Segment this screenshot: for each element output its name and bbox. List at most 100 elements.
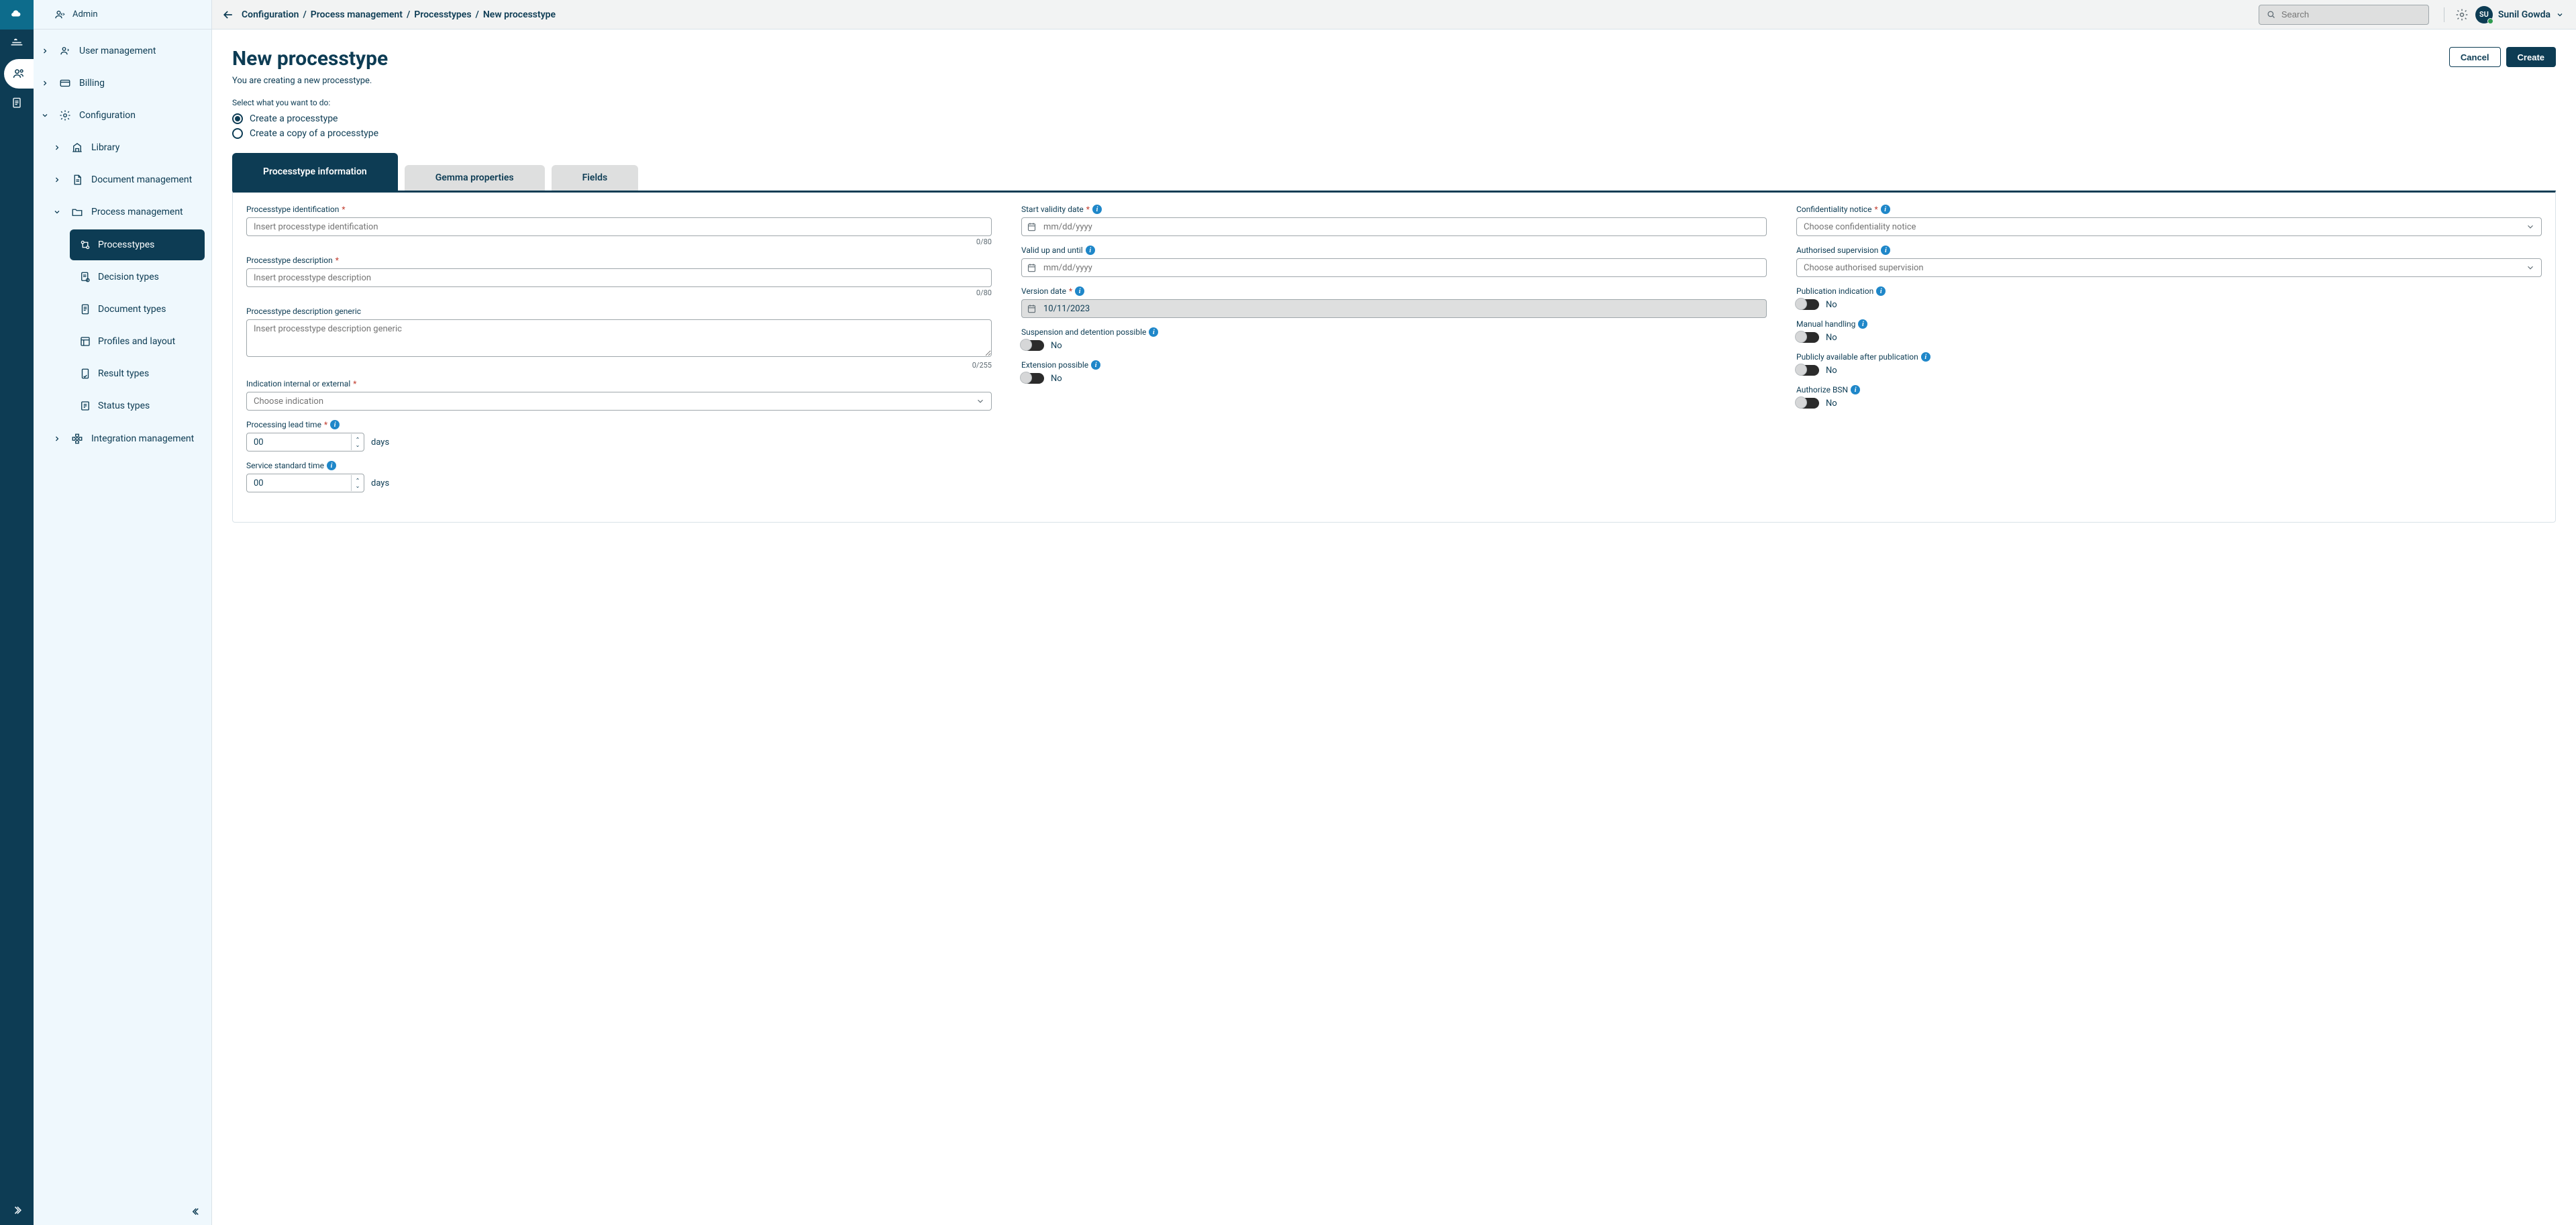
rail-item-admin[interactable] xyxy=(4,59,34,89)
required-marker: * xyxy=(342,205,345,214)
tab-fields[interactable]: Fields xyxy=(552,165,639,191)
create-button[interactable]: Create xyxy=(2506,47,2556,67)
info-icon[interactable]: i xyxy=(1858,319,1867,329)
chevron-down-icon xyxy=(51,208,63,216)
nav-label: Processtypes xyxy=(98,239,154,250)
chevron-down-icon xyxy=(39,111,51,119)
supervision-select[interactable] xyxy=(1796,258,2542,277)
info-icon[interactable]: i xyxy=(1091,360,1100,370)
identification-input[interactable] xyxy=(246,217,992,236)
search-box[interactable] xyxy=(2259,5,2429,25)
breadcrumb-item[interactable]: Processtypes xyxy=(414,9,471,20)
info-icon[interactable]: i xyxy=(1881,246,1890,255)
info-icon[interactable]: i xyxy=(327,461,336,470)
stepper-up-icon[interactable] xyxy=(352,434,363,442)
sidebar-item-user-management[interactable]: User management xyxy=(34,35,211,67)
tab-processtype-information[interactable]: Processtype information xyxy=(232,153,398,191)
cancel-button[interactable]: Cancel xyxy=(2449,47,2501,67)
field-label: Processing lead time xyxy=(246,420,321,429)
valid-until-input[interactable] xyxy=(1021,258,1767,277)
sidebar-item-decision-types[interactable]: Decision types xyxy=(70,262,205,292)
publicavail-toggle[interactable] xyxy=(1796,365,1819,376)
sidebar-item-processtypes[interactable]: Processtypes xyxy=(70,229,205,260)
sidebar-item-integration-management[interactable]: Integration management xyxy=(46,423,211,455)
back-icon[interactable] xyxy=(221,8,235,21)
document-icon xyxy=(70,174,85,186)
sidebar-collapse-icon[interactable] xyxy=(189,1204,205,1220)
confidentiality-select[interactable] xyxy=(1796,217,2542,236)
authorizebsn-toggle[interactable] xyxy=(1796,398,1819,409)
char-counter: 0/80 xyxy=(246,237,992,246)
field-label: Suspension and detention possible xyxy=(1021,327,1146,337)
field-label: Confidentiality notice xyxy=(1796,205,1871,214)
publication-toggle[interactable] xyxy=(1796,299,1819,310)
decision-icon xyxy=(79,271,91,283)
manual-toggle[interactable] xyxy=(1796,332,1819,343)
info-icon[interactable]: i xyxy=(1921,352,1930,362)
nav-label: Document types xyxy=(98,304,166,315)
form-panel: Processtype identification* 0/80 Process… xyxy=(232,191,2556,523)
rail-expand-icon[interactable] xyxy=(0,1195,34,1225)
info-icon[interactable]: i xyxy=(1881,205,1890,214)
sidebar-item-billing[interactable]: Billing xyxy=(34,67,211,99)
sidebar-item-process-management[interactable]: Process management xyxy=(46,196,211,228)
suspension-toggle[interactable] xyxy=(1021,340,1044,351)
field-label: Publicly available after publication xyxy=(1796,352,1918,362)
sidebar-item-library[interactable]: Library xyxy=(46,131,211,164)
radio-icon xyxy=(232,113,243,124)
extension-toggle[interactable] xyxy=(1021,373,1044,384)
sidebar-item-status-types[interactable]: Status types xyxy=(70,390,205,421)
sidebar-item-configuration[interactable]: Configuration xyxy=(34,99,211,131)
stepper-up-icon[interactable] xyxy=(352,475,363,483)
breadcrumb-item[interactable]: Configuration xyxy=(242,9,299,20)
stepper-down-icon[interactable] xyxy=(352,483,363,491)
rail-item-documents[interactable] xyxy=(0,89,34,118)
toggle-value: No xyxy=(1826,300,1837,310)
library-icon xyxy=(70,142,85,154)
description-generic-input[interactable] xyxy=(246,319,992,357)
breadcrumb-item: New processtype xyxy=(483,9,556,20)
radio-create-processtype[interactable]: Create a processtype xyxy=(232,111,2556,126)
info-icon[interactable]: i xyxy=(1092,205,1102,214)
search-input[interactable] xyxy=(2281,9,2422,19)
settings-icon[interactable] xyxy=(2455,8,2469,21)
stepper-down-icon[interactable] xyxy=(352,442,363,450)
field-label: Version date xyxy=(1021,286,1066,296)
rail-item-workspace[interactable] xyxy=(0,30,34,59)
breadcrumb-item[interactable]: Process management xyxy=(311,9,403,20)
result-icon xyxy=(79,368,91,380)
sidebar-item-document-types[interactable]: Document types xyxy=(70,294,205,325)
info-icon[interactable]: i xyxy=(1851,385,1860,394)
field-label: Service standard time xyxy=(246,461,324,470)
topbar: Configuration/ Process management/ Proce… xyxy=(212,0,2576,30)
radio-create-copy[interactable]: Create a copy of a processtype xyxy=(232,126,2556,141)
field-label: Valid up and until xyxy=(1021,246,1083,255)
puzzle-icon xyxy=(70,433,85,445)
nav-label: Billing xyxy=(79,78,105,89)
field-label: Processtype description xyxy=(246,256,333,265)
description-input[interactable] xyxy=(246,268,992,287)
tab-gemma-properties[interactable]: Gemma properties xyxy=(405,165,545,191)
indication-select[interactable] xyxy=(246,392,992,411)
user-menu[interactable]: SU Sunil Gowda xyxy=(2475,6,2564,23)
sidebar-item-result-types[interactable]: Result types xyxy=(70,358,205,389)
start-validity-input[interactable] xyxy=(1021,217,1767,236)
info-icon[interactable]: i xyxy=(1075,286,1084,296)
file-icon xyxy=(79,303,91,315)
info-icon[interactable]: i xyxy=(1149,327,1158,337)
page-title: New processtype xyxy=(232,47,388,70)
chevron-right-icon xyxy=(39,47,51,55)
field-label: Processtype description generic xyxy=(246,307,361,316)
info-icon[interactable]: i xyxy=(1876,286,1886,296)
version-date-input[interactable] xyxy=(1021,299,1767,318)
icon-rail xyxy=(0,0,34,1225)
sidebar-item-profiles-layout[interactable]: Profiles and layout xyxy=(70,326,205,357)
info-icon[interactable]: i xyxy=(330,420,340,429)
sidebar-item-document-management[interactable]: Document management xyxy=(46,164,211,196)
required-marker: * xyxy=(324,420,327,429)
chevron-right-icon xyxy=(51,176,63,184)
leadtime-input[interactable] xyxy=(246,433,364,451)
radio-icon xyxy=(232,128,243,139)
servicetime-input[interactable] xyxy=(246,474,364,492)
info-icon[interactable]: i xyxy=(1086,246,1095,255)
